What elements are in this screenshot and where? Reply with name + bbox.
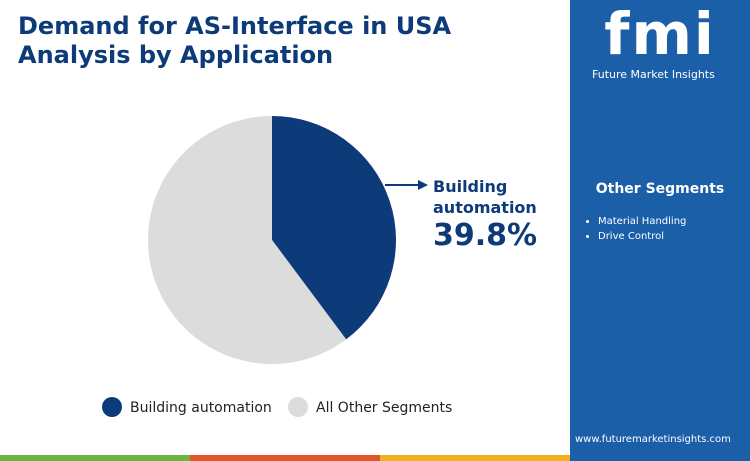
side-panel [570, 0, 750, 455]
segments-title: Other Segments [595, 181, 725, 197]
callout-arrow [418, 180, 428, 190]
logo: fmi [604, 0, 716, 68]
legend-label: Building automation [130, 400, 272, 416]
segment-item: Material Handling [598, 214, 686, 229]
legend-label: All Other Segments [316, 400, 452, 416]
segments-list: Material Handling Drive Control [584, 214, 686, 244]
chart: Building automation All Other Segments [102, 115, 452, 417]
legend-swatch [102, 397, 122, 417]
value-label: 39.8% [433, 218, 538, 253]
pie-slice [148, 115, 347, 364]
callout-label: Building automation [433, 177, 537, 217]
bottom-stripe [190, 455, 380, 461]
website: www.futuremarketinsights.com [575, 434, 731, 445]
bottom-stripe [0, 455, 190, 461]
segment-item: Drive Control [598, 229, 686, 244]
pie-slice [272, 116, 396, 340]
bottom-stripe [570, 455, 750, 461]
brand-name: Future Market Insights [592, 68, 715, 81]
chart-title: Demand for AS-Interface in USA Analysis … [18, 12, 452, 69]
legend-swatch [288, 397, 308, 417]
bottom-stripe [380, 455, 570, 461]
